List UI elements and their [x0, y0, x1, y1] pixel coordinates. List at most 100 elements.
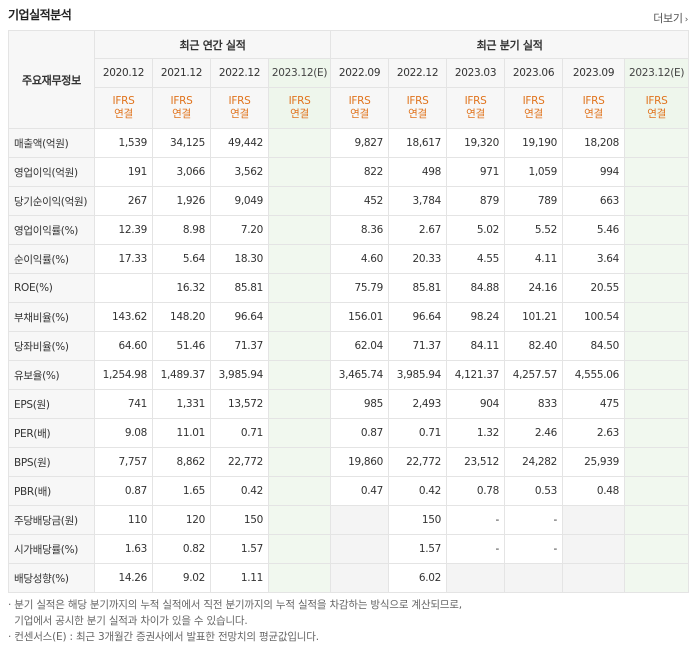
- cell-quarter: [624, 360, 690, 390]
- table-row: BPS(원) 7,757 8,862 22,772 19,860 22,772 23,512…: [8, 447, 690, 477]
- cell-quarter: 4.55: [446, 244, 506, 274]
- cell-annual: 3,985.94: [210, 360, 269, 390]
- table-row: 주당배당금(원) 110 120 150 150- -: [8, 505, 690, 535]
- consolidated-label: 연결: [290, 108, 309, 120]
- cell-quarter: 84.50: [562, 331, 626, 361]
- cell-annual: 110: [94, 505, 153, 535]
- chevron-right-icon: ›: [684, 15, 689, 25]
- cell-annual: [267, 244, 332, 274]
- cell-quarter: 0.53: [504, 476, 564, 506]
- table-row: 매출액(억원) 1,539 34,125 49,442 9,827 18,617 19,32…: [8, 128, 690, 158]
- ifrs-label: IFRS: [522, 95, 545, 107]
- cell-annual: [267, 273, 332, 303]
- cell-quarter: -: [446, 505, 506, 535]
- cell-annual: [267, 360, 332, 390]
- cell-quarter: 0.78: [446, 476, 506, 506]
- cell-quarter: 19,320: [446, 128, 506, 158]
- cell-quarter: [624, 534, 690, 564]
- cell-quarter: 879: [446, 186, 506, 216]
- cell-quarter: 82.40: [504, 331, 564, 361]
- cell-annual: [267, 128, 332, 158]
- more-link[interactable]: 더보기 ›: [653, 10, 688, 26]
- cell-annual: 267: [94, 186, 153, 216]
- cell-quarter: [624, 128, 690, 158]
- row-label: 주당배당금(원): [8, 505, 95, 535]
- cell-quarter: 156.01: [330, 302, 390, 332]
- table-row: 배당성향(%) 14.26 9.02 1.11 6.02: [8, 563, 690, 593]
- period-quarter-2: 2023.03: [446, 58, 506, 88]
- footnote-2: · 컨센서스(E) : 최근 3개월간 증권사에서 발표한 전망치의 평균값입니…: [8, 631, 319, 643]
- period-quarter-5: 2023.12(E): [624, 58, 690, 88]
- table-row: 순이익률(%) 17.33 5.64 18.30 4.60 20.33 4.55 4.11 3.…: [8, 244, 690, 274]
- cell-annual: 9.08: [94, 418, 153, 448]
- cell-quarter: [624, 331, 690, 361]
- ifrs-quarter-1: IFRS 연결: [388, 87, 448, 129]
- more-label[interactable]: 더보기: [653, 12, 683, 25]
- period-quarter-3: 2023.06: [504, 58, 564, 88]
- ifrs-label: IFRS: [348, 95, 371, 107]
- cell-annual: 120: [152, 505, 211, 535]
- footnote-1-cont: 기업에서 공시한 분기 실적과 차이가 있을 수 있습니다.: [14, 615, 248, 627]
- cell-annual: [267, 505, 332, 535]
- cell-annual: 741: [94, 389, 153, 419]
- footnotes: · 분기 실적은 해당 분기까지의 누적 실적에서 직전 분기까지의 누적 실적…: [8, 597, 462, 645]
- cell-quarter: 4,121.37: [446, 360, 506, 390]
- cell-quarter: 24.16: [504, 273, 564, 303]
- cell-quarter: 1.57: [388, 534, 448, 564]
- cell-annual: 8.98: [152, 215, 211, 245]
- cell-annual: 1,331: [152, 389, 211, 419]
- consolidated-label: 연결: [230, 108, 249, 120]
- cell-annual: [267, 331, 332, 361]
- cell-quarter: 150: [388, 505, 448, 535]
- cell-quarter: [624, 389, 690, 419]
- cell-quarter: 994: [562, 157, 626, 187]
- cell-annual: 0.42: [210, 476, 269, 506]
- row-label: ROE(%): [8, 273, 95, 303]
- cell-quarter: 98.24: [446, 302, 506, 332]
- period-quarter-0: 2022.09: [330, 58, 390, 88]
- ifrs-annual-2: IFRS 연결: [210, 87, 269, 129]
- cell-quarter: [562, 505, 626, 535]
- cell-annual: 150: [210, 505, 269, 535]
- cell-quarter: 3,465.74: [330, 360, 390, 390]
- cell-annual: 85.81: [210, 273, 269, 303]
- cell-quarter: 22,772: [388, 447, 448, 477]
- quarter-group-header: 최근 분기 실적: [330, 30, 690, 59]
- cell-quarter: 4,555.06: [562, 360, 626, 390]
- cell-annual: 1.63: [94, 534, 153, 564]
- cell-annual: [267, 186, 332, 216]
- cell-quarter: 5.02: [446, 215, 506, 245]
- table-row: 영업이익(억원) 191 3,066 3,562 822 498 971 1,059 994: [8, 157, 690, 187]
- table-row: PER(배) 9.08 11.01 0.71 0.87 0.71 1.32 2.46 2.63: [8, 418, 690, 448]
- table-row: 유보율(%) 1,254.98 1,489.37 3,985.94 3,465.74 3,…: [8, 360, 690, 390]
- row-label: 시가배당률(%): [8, 534, 95, 564]
- cell-quarter: 20.55: [562, 273, 626, 303]
- table-row: 부채비율(%) 143.62 148.20 96.64 156.01 96.64 98.24…: [8, 302, 690, 332]
- ifrs-annual-1: IFRS 연결: [152, 87, 211, 129]
- cell-annual: 191: [94, 157, 153, 187]
- cell-quarter: 452: [330, 186, 390, 216]
- cell-annual: 1.11: [210, 563, 269, 593]
- cell-quarter: 833: [504, 389, 564, 419]
- row-label: 영업이익률(%): [8, 215, 95, 245]
- cell-annual: 49,442: [210, 128, 269, 158]
- cell-quarter: 101.21: [504, 302, 564, 332]
- cell-quarter: [624, 157, 690, 187]
- cell-annual: 12.39: [94, 215, 153, 245]
- row-label: 유보율(%): [8, 360, 95, 390]
- cell-annual: 3,562: [210, 157, 269, 187]
- cell-quarter: 904: [446, 389, 506, 419]
- cell-annual: 64.60: [94, 331, 153, 361]
- cell-quarter: -: [504, 534, 564, 564]
- cell-quarter: 24,282: [504, 447, 564, 477]
- cell-annual: 34,125: [152, 128, 211, 158]
- cell-quarter: [624, 215, 690, 245]
- table-row: 시가배당률(%) 1.63 0.82 1.57 1.57- -: [8, 534, 690, 564]
- cell-quarter: 19,860: [330, 447, 390, 477]
- cell-quarter: [624, 302, 690, 332]
- cell-annual: 14.26: [94, 563, 153, 593]
- cell-annual: 1.57: [210, 534, 269, 564]
- ifrs-label: IFRS: [288, 95, 311, 107]
- cell-annual: [267, 418, 332, 448]
- ifrs-label: IFRS: [228, 95, 251, 107]
